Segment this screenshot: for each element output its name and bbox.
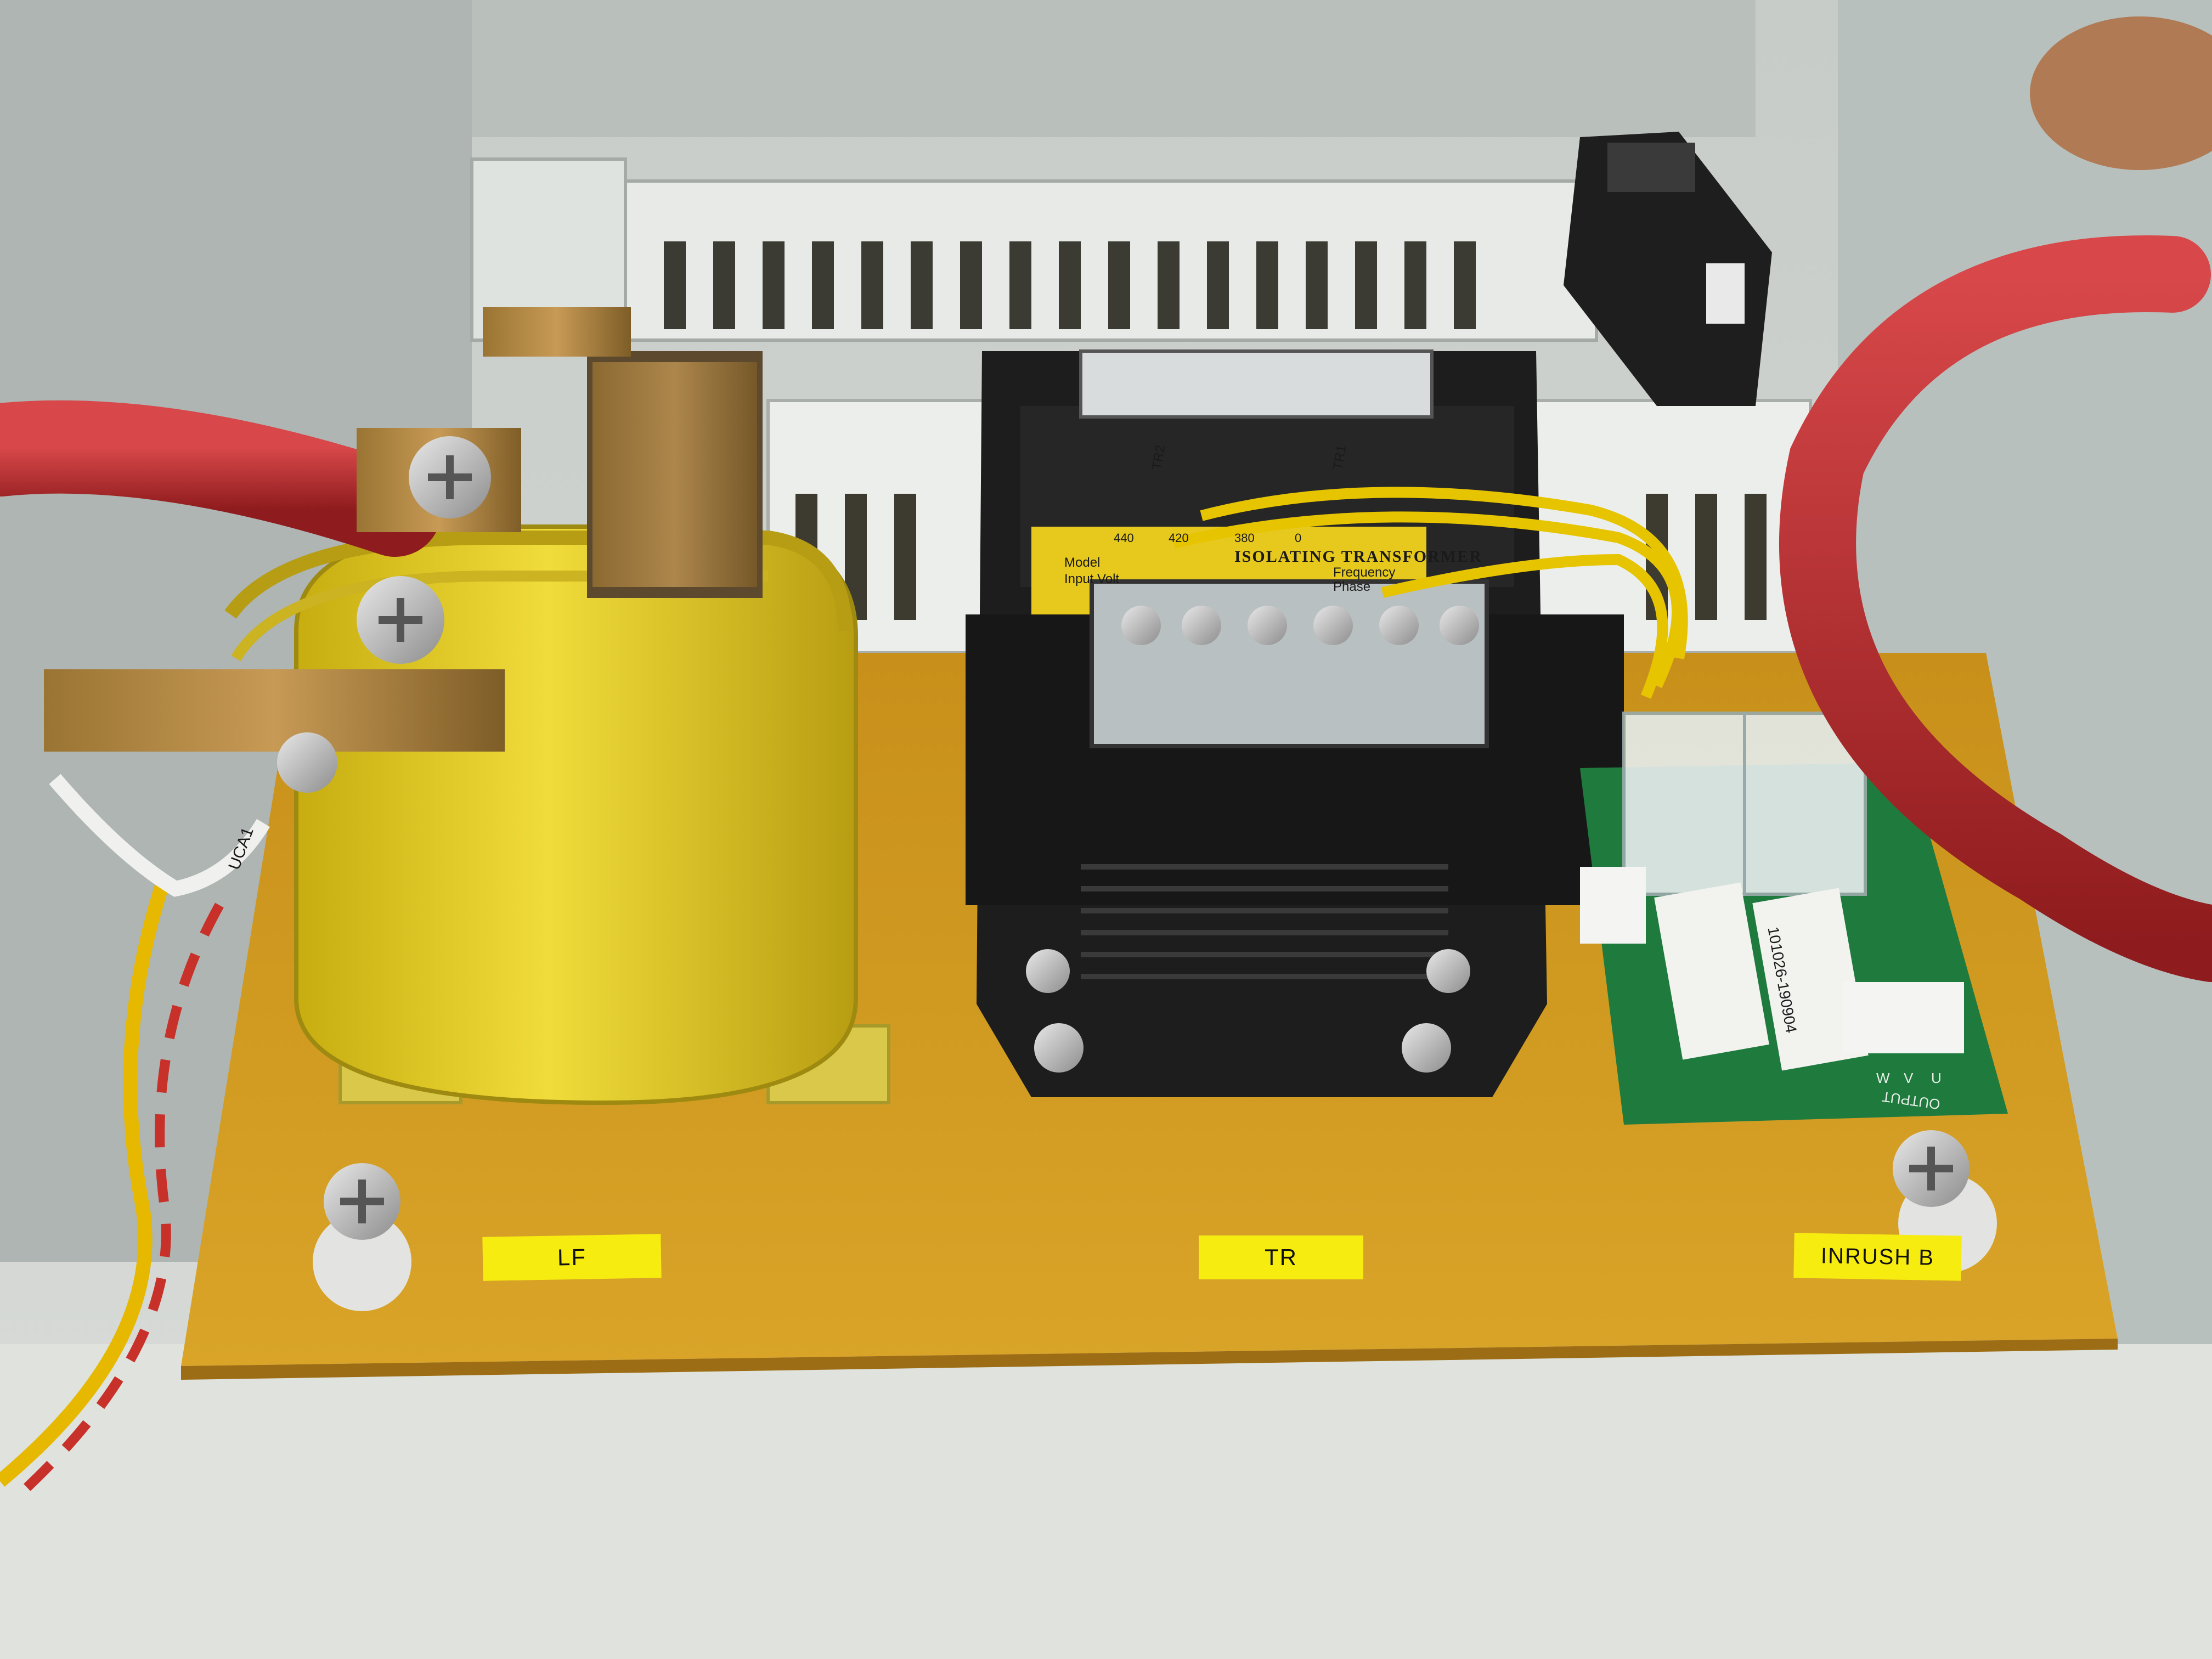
- power-cable-left: [0, 400, 442, 557]
- cabinet-floor: [0, 1344, 2212, 1659]
- nameplate-input-label: Input Volt: [1064, 572, 1120, 586]
- label-tr: TR: [1199, 1235, 1363, 1279]
- base-plate-edge: [181, 1339, 2118, 1380]
- cement-resistor-1: [1654, 882, 1769, 1060]
- white-lead-wire: [49, 774, 270, 897]
- terminal-block-front: [1090, 579, 1489, 748]
- relay-1: [1622, 712, 1746, 896]
- solid-state-relay: [1564, 132, 1772, 406]
- nameplate-frequency-label: Frequency: [1333, 565, 1396, 580]
- label-inrush: INRUSH B: [1793, 1233, 1962, 1281]
- nameplate-tap-380: 380: [1234, 531, 1255, 545]
- wiring-duct-back: [470, 157, 1598, 342]
- pcb-phase-w: W: [1876, 1070, 1890, 1086]
- twisted-wire-red: [18, 902, 224, 1496]
- terminal-block-top: [1079, 349, 1434, 419]
- label-lf: LF: [482, 1234, 662, 1281]
- nameplate-tap-420: 420: [1169, 531, 1189, 545]
- person-hand: [2030, 16, 2212, 170]
- nameplate-title: ISOLATING TRANSFORMER: [1234, 548, 1482, 566]
- pcb-phase-v: V: [1904, 1070, 1914, 1086]
- nameplate-model-label: Model: [1064, 555, 1101, 570]
- transformer-yellow-wires: [1172, 487, 1688, 699]
- inrush-circuit-board: [1580, 712, 2008, 1125]
- nameplate-phase-label: Phase: [1333, 579, 1371, 594]
- cabinet-top-shelf: [466, 0, 1756, 137]
- cement-resistor-2: [1752, 888, 1869, 1071]
- reactor-terminal-lug: [44, 428, 521, 793]
- nameplate-tap-440: 440: [1114, 531, 1134, 545]
- plate-bolt-left: [313, 1163, 411, 1311]
- pcb-phase-u: U: [1931, 1070, 1942, 1086]
- output-connector: [1843, 982, 1964, 1053]
- isolating-transformer: [966, 349, 1624, 1097]
- twisted-wire-pair: [0, 875, 172, 1487]
- power-cable-right: [1779, 235, 2212, 982]
- nameplate-tap-0: 0: [1295, 531, 1302, 545]
- input-connector: [1580, 867, 1646, 944]
